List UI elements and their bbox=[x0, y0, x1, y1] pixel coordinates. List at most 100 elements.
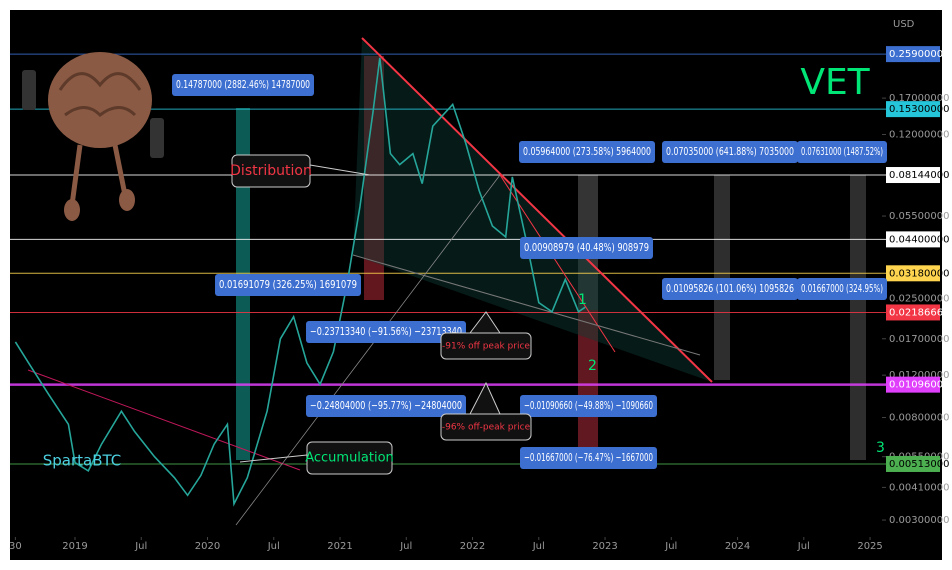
x-tick-label: 2021 bbox=[327, 541, 352, 552]
measure-box bbox=[797, 141, 887, 163]
x-tick-label: 2019 bbox=[62, 541, 87, 552]
measure-label: −0.01667000 (−76.47%) −1667000 bbox=[524, 452, 653, 464]
y-tick-label: 0.01096000 bbox=[889, 380, 949, 391]
levels bbox=[10, 53, 886, 521]
x-tick-label: Jul bbox=[797, 541, 810, 552]
price-badge bbox=[886, 231, 940, 248]
y-tick-label: 0.03180000 bbox=[889, 268, 949, 279]
leg bbox=[112, 144, 128, 196]
callout-pointer bbox=[309, 164, 371, 176]
y-tick-label: 0.02500000 bbox=[889, 293, 949, 304]
measure-label: −0.24804000 (−95.77%) −24804000 bbox=[310, 400, 462, 412]
callout-label: Distribution bbox=[230, 163, 312, 179]
measure-box bbox=[519, 141, 655, 163]
price-badge bbox=[886, 455, 940, 472]
callout-box bbox=[231, 154, 311, 188]
measure-label: −0.23713340 (−91.56%) −23713340 bbox=[310, 326, 462, 338]
labels: USD VET SpartaBTC 0.17000000 0.12000000 0.… bbox=[9, 19, 949, 552]
y-tick-label: 0.01200000 bbox=[889, 370, 949, 381]
y-tick-label: 0.12000000 bbox=[889, 130, 949, 141]
foot bbox=[119, 189, 135, 211]
price-line bbox=[14, 57, 586, 507]
y-tick-label: 0.08144000 bbox=[889, 170, 949, 181]
trendline bbox=[235, 174, 501, 526]
measure-box bbox=[172, 74, 314, 96]
price-badge bbox=[886, 376, 940, 393]
callout-pointer bbox=[469, 311, 501, 334]
measure-box bbox=[662, 278, 798, 300]
x-tick-label: Jul bbox=[664, 541, 677, 552]
wave-label: 3 bbox=[876, 440, 885, 456]
measure-label: 0.05964000 (273.58%) 5964000 bbox=[523, 146, 651, 158]
dumbbell bbox=[150, 118, 164, 158]
callout-box bbox=[306, 441, 393, 475]
x-tick-label: Jul bbox=[532, 541, 545, 552]
y-tick-label: 0.25900000 bbox=[889, 49, 949, 60]
measure-box bbox=[520, 395, 657, 417]
y-tick-label: 0.01700000 bbox=[889, 334, 949, 345]
measure-box bbox=[520, 237, 653, 259]
y-tick-label: 0.00410000 bbox=[889, 482, 949, 493]
measure-label: 0.01691079 (326.25%) 1691079 bbox=[219, 279, 357, 291]
measure-box bbox=[520, 447, 657, 469]
measure-box bbox=[306, 395, 466, 417]
brain bbox=[48, 52, 152, 148]
callout-box bbox=[440, 332, 532, 360]
x-tick-label: 2023 bbox=[592, 541, 617, 552]
y-tick-label: 0.04400000 bbox=[889, 234, 949, 245]
callout-label: -96% off-peak price bbox=[442, 423, 531, 433]
x-tick-label: 2024 bbox=[725, 541, 750, 552]
callout-pointer bbox=[239, 454, 308, 463]
wave-label: 1 bbox=[578, 292, 587, 308]
measure-label: −0.01090660 (−49.88%) −1090660 bbox=[524, 400, 653, 412]
wave-label: 2 bbox=[588, 358, 597, 374]
y-tick-label: 0.00300000 bbox=[889, 515, 949, 526]
author: SpartaBTC bbox=[43, 452, 122, 470]
trendline bbox=[352, 254, 701, 356]
price-badge bbox=[886, 167, 940, 184]
measure-box bbox=[797, 278, 887, 300]
x-tick-label: Jul bbox=[267, 541, 280, 552]
callout-label: Accumulation bbox=[305, 451, 394, 466]
y-tick-label: 0.05500000 bbox=[889, 211, 949, 222]
measure-label: 0.07035000 (641.88%) 7035000 bbox=[666, 146, 794, 158]
price-badge bbox=[886, 101, 940, 118]
x-tick-label: 2020 bbox=[195, 541, 220, 552]
measure-label: 0.07631000 (1487.52%) bbox=[801, 146, 883, 158]
chart-title: VET bbox=[800, 62, 870, 103]
x-tick-label: 2022 bbox=[460, 541, 485, 552]
y-tick-label: 0.17000000 bbox=[889, 93, 949, 104]
price-badge bbox=[886, 265, 940, 282]
foot bbox=[64, 199, 80, 221]
brain-icon bbox=[22, 52, 164, 221]
measure-label: 0.00908979 (40.48%) 908979 bbox=[524, 242, 649, 254]
x-tick-label: 2025 bbox=[857, 541, 882, 552]
callout-pointer bbox=[469, 381, 501, 415]
gray-band bbox=[850, 175, 866, 460]
y-tick-label: 0.15300000 bbox=[889, 104, 949, 115]
plot bbox=[14, 57, 586, 507]
callout-box bbox=[440, 413, 532, 441]
measure-label: 0.01095826 (101.06%) 1095826 bbox=[666, 283, 794, 295]
y-tick-label: 0.00800000 bbox=[889, 413, 949, 424]
dumbbell bbox=[22, 70, 36, 110]
measure-label: 0.14787000 (2882.46%) 14787000 bbox=[176, 79, 310, 91]
triangle-fill bbox=[353, 40, 712, 382]
x-tick-label: Jul bbox=[399, 541, 412, 552]
bands bbox=[236, 40, 866, 460]
currency: USD bbox=[893, 19, 915, 30]
trendline bbox=[361, 37, 713, 383]
x-tick-label: 30 bbox=[9, 541, 22, 552]
leg bbox=[69, 144, 83, 206]
brain-fold bbox=[58, 72, 142, 117]
measure-box bbox=[662, 141, 798, 163]
y-tick-label: 0.00513000 bbox=[889, 459, 949, 470]
measure-label: 0.01667000 (324.95%) bbox=[801, 283, 883, 295]
gray-band bbox=[714, 175, 730, 380]
measure-box bbox=[215, 274, 361, 296]
price-badge bbox=[886, 46, 940, 63]
x-tick-label: Jul bbox=[134, 541, 147, 552]
callout-label: -91% off peak price bbox=[442, 342, 530, 352]
y-tick-label: 0.02186660 bbox=[889, 307, 949, 318]
